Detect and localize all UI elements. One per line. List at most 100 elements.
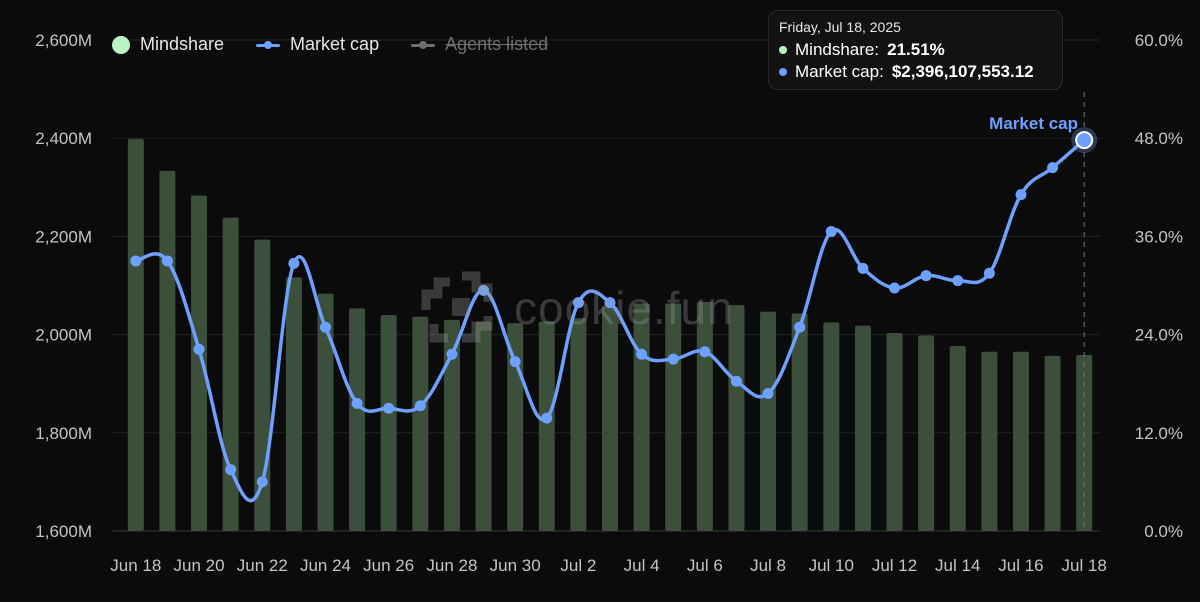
mindshare-bar bbox=[633, 303, 650, 531]
market-cap-point bbox=[478, 284, 490, 296]
x-axis-tick-label: Jun 20 bbox=[174, 556, 225, 575]
mindshare-dot-icon bbox=[112, 35, 130, 54]
x-axis-tick-label: Jul 14 bbox=[935, 556, 980, 575]
left-axis-tick-label: 1,600M bbox=[35, 522, 92, 541]
market-cap-point bbox=[730, 375, 742, 387]
mindshare-bar bbox=[823, 322, 840, 531]
x-axis-tick-label: Jul 18 bbox=[1062, 556, 1107, 575]
mindshare-bar bbox=[443, 319, 460, 531]
tooltip-mindshare-label: Mindshare: bbox=[795, 40, 880, 59]
mindshare-bar bbox=[349, 308, 366, 531]
right-axis-tick-label: 48.0% bbox=[1135, 129, 1183, 148]
mindshare-bar bbox=[285, 277, 302, 531]
left-axis-tick-label: 2,000M bbox=[35, 326, 92, 345]
mindshare-bar bbox=[538, 321, 555, 531]
mindshare-bar bbox=[760, 311, 777, 531]
x-axis-tick-label: Jun 26 bbox=[363, 556, 414, 575]
market-cap-point bbox=[572, 297, 584, 309]
mindshare-bar bbox=[159, 170, 176, 531]
x-axis-tick-label: Jul 4 bbox=[624, 556, 660, 575]
market-cap-point bbox=[952, 275, 964, 287]
x-axis-tick-label: Jul 12 bbox=[872, 556, 917, 575]
watermark: cookie.fun bbox=[418, 268, 734, 348]
market-cap-point bbox=[541, 412, 553, 424]
market-cap-dot-icon bbox=[779, 68, 787, 76]
market-cap-point bbox=[351, 397, 363, 409]
market-cap-point bbox=[1047, 162, 1059, 174]
mindshare-bar bbox=[728, 305, 745, 531]
market-cap-point bbox=[225, 464, 237, 476]
mindshare-bar bbox=[918, 335, 935, 531]
legend-item-mindshare[interactable]: Mindshare bbox=[112, 34, 224, 55]
tooltip-row-market-cap: Market cap: $2,396,107,553.12 bbox=[779, 61, 1052, 83]
mindshare-bar bbox=[127, 139, 144, 532]
tooltip-market-cap-label: Market cap: bbox=[795, 62, 884, 81]
market-cap-point bbox=[983, 267, 995, 279]
right-axis-tick-label: 24.0% bbox=[1135, 326, 1183, 345]
market-cap-callout-label: Market cap bbox=[989, 114, 1078, 133]
market-cap-point bbox=[604, 297, 616, 309]
market-cap-point bbox=[288, 257, 300, 269]
x-axis-tick-label: Jun 30 bbox=[490, 556, 541, 575]
agents-listed-line-icon bbox=[411, 38, 436, 52]
mindshare-bar bbox=[1044, 355, 1061, 531]
mindshare-bar bbox=[886, 332, 903, 531]
x-axis-tick-label: Jun 18 bbox=[110, 556, 161, 575]
legend-item-agents-listed[interactable]: Agents listed bbox=[411, 34, 548, 55]
market-cap-point bbox=[161, 255, 173, 267]
market-cap-line-icon bbox=[256, 38, 281, 52]
tooltip-date: Friday, Jul 18, 2025 bbox=[779, 19, 901, 35]
left-axis-tick-label: 2,400M bbox=[35, 129, 92, 148]
market-cap-point bbox=[857, 262, 869, 274]
market-cap-point bbox=[794, 321, 806, 333]
right-axis-tick-label: 36.0% bbox=[1135, 227, 1183, 246]
mindshare-bar bbox=[981, 351, 998, 531]
mindshare-bar bbox=[854, 325, 871, 531]
mindshare-bar bbox=[222, 217, 239, 531]
legend-label-mindshare: Mindshare bbox=[140, 34, 225, 54]
x-axis-tick-label: Jun 24 bbox=[300, 556, 351, 575]
right-axis-ticks: 0.0% 12.0% 24.0% 36.0% 48.0% 60.0% bbox=[1135, 31, 1183, 541]
mindshare-dot-icon bbox=[779, 46, 787, 54]
market-cap-point bbox=[667, 353, 679, 365]
mindshare-bar bbox=[507, 323, 524, 531]
market-cap-point bbox=[825, 225, 837, 237]
legend-label-market-cap: Market cap bbox=[290, 34, 380, 54]
mindshare-bar bbox=[791, 313, 808, 531]
x-axis-tick-label: Jul 16 bbox=[998, 556, 1043, 575]
market-cap-active-point bbox=[1075, 131, 1094, 150]
market-cap-point bbox=[1015, 189, 1027, 201]
x-axis-tick-label: Jul 10 bbox=[809, 556, 854, 575]
tooltip-row-mindshare: Mindshare: 21.51% bbox=[779, 39, 1052, 61]
market-cap-line bbox=[130, 127, 1098, 503]
mindshare-bar bbox=[380, 314, 397, 531]
mindshare-bar bbox=[570, 318, 587, 531]
x-axis-tick-label: Jul 8 bbox=[750, 556, 786, 575]
market-cap-point bbox=[509, 356, 521, 368]
x-axis-tick-label: Jul 6 bbox=[687, 556, 723, 575]
right-axis-tick-label: 0.0% bbox=[1144, 522, 1183, 541]
left-axis-tick-label: 2,200M bbox=[35, 227, 92, 246]
x-axis-tick-label: Jul 2 bbox=[560, 556, 596, 575]
tooltip-market-cap-value: $2,396,107,553.12 bbox=[891, 62, 1034, 81]
mindshare-bar bbox=[696, 301, 713, 531]
mindshare-bar bbox=[412, 316, 429, 531]
legend-item-market-cap[interactable]: Market cap bbox=[256, 34, 379, 55]
mindshare-bar bbox=[475, 321, 492, 531]
market-cap-point bbox=[446, 348, 458, 360]
left-axis-ticks: 1,600M 1,800M 2,000M 2,200M 2,400M 2,600M bbox=[35, 31, 92, 541]
mindshare-bar bbox=[191, 195, 208, 531]
right-axis-tick-label: 12.0% bbox=[1135, 424, 1183, 443]
market-cap-point bbox=[414, 400, 426, 412]
market-cap-point bbox=[130, 255, 142, 267]
mindshare-bar bbox=[1012, 351, 1029, 531]
market-cap-point bbox=[383, 402, 395, 414]
market-cap-point bbox=[636, 348, 648, 360]
market-cap-point bbox=[889, 282, 901, 294]
x-axis-ticks: Jun 18 Jun 20 Jun 22 Jun 24 Jun 26 Jun 28 Jun … bbox=[110, 556, 1107, 575]
left-axis-tick-label: 2,600M bbox=[35, 31, 92, 50]
legend-label-agents-listed: Agents listed bbox=[445, 34, 549, 54]
mindshare-bar bbox=[602, 306, 618, 531]
chart-legend: Mindshare Market cap Agents listed bbox=[112, 34, 548, 55]
